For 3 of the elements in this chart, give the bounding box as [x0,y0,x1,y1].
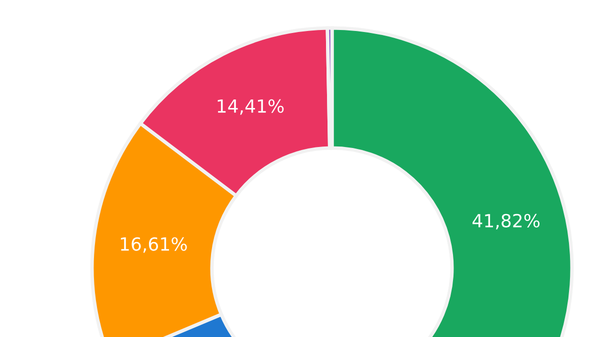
data-label: 41,82% [472,214,540,230]
data-label: 16,61% [120,237,187,253]
data-label: 14,41% [218,99,284,115]
